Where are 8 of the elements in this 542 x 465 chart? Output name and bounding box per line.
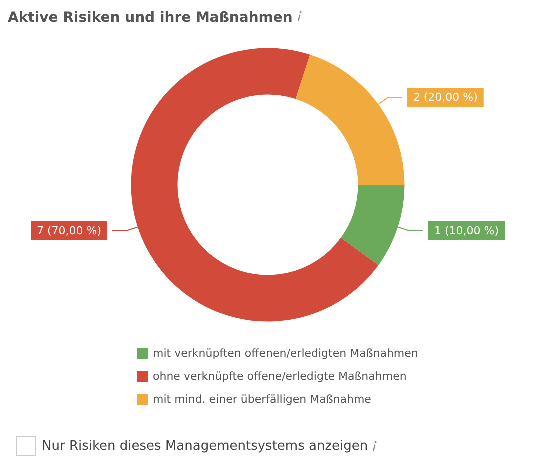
legend-label: mit mind. einer überfälligen Maßnahme [153,393,372,406]
chart-title: Aktive Risiken und ihre Maßnahmen [8,10,293,26]
text: Nur Risiken dieses Managementsystems anzeigen [42,438,368,454]
data-label: 7 (70,00 %) [36,224,102,238]
legend-label: mit verknüpften offenen/erledigten Maßnahmen [153,347,418,360]
data-label: 1 (10,00 %) [434,224,500,238]
data-label: 2 (20,00 %) [413,91,478,104]
legend-label: ohne verknüpfte offene/erledigte Maßnahmen [153,370,407,383]
